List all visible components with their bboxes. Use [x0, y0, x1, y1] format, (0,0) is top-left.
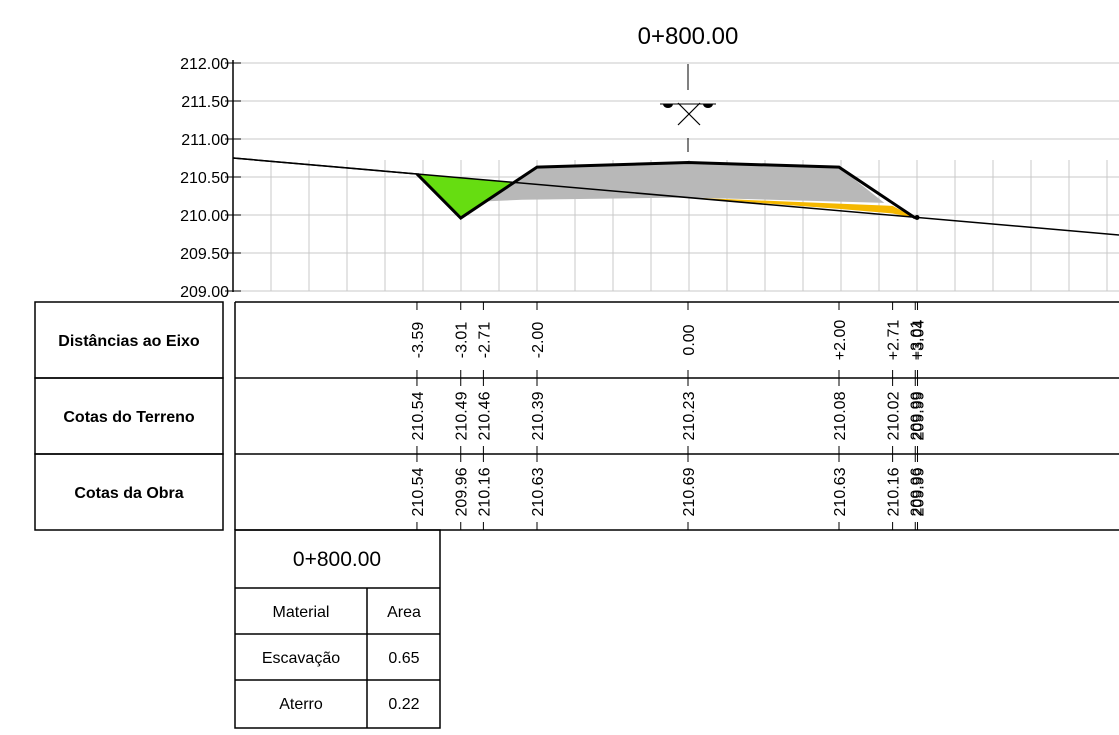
area-table-title: 0+800.00 — [293, 548, 381, 571]
band-value-terrain: 210.46 — [476, 391, 493, 440]
axis-label: 210.50 — [180, 170, 229, 187]
fill-area — [688, 197, 916, 219]
band-value-distance: +3.01 — [908, 320, 925, 361]
band-value-terrain: 210.39 — [530, 391, 547, 440]
area-table-material-fill: Aterro — [279, 696, 323, 713]
area-table-header-area: Area — [387, 604, 421, 621]
section-title: 0+800.00 — [638, 23, 739, 50]
band-value-terrain: 210.54 — [410, 391, 427, 440]
terrain-line-left — [232, 157, 418, 175]
band-value-works: 210.63 — [832, 467, 849, 516]
area-table-material-excavation: Escavação — [262, 650, 340, 667]
band-value-distance: +2.00 — [832, 320, 849, 361]
elevation-axis-labels: 212.00 211.50 211.00 210.50 210.00 209.50 209.… — [180, 56, 241, 301]
band-value-works: 210.63 — [530, 467, 547, 516]
design-profile-line — [415, 161, 917, 220]
axis-label: 212.00 — [180, 56, 229, 73]
band-value-terrain: 210.02 — [886, 391, 903, 440]
axis-label: 209.50 — [180, 246, 229, 263]
cut-body-area — [485, 162, 885, 203]
toe-point — [914, 215, 920, 220]
centerline-marker-icon — [660, 102, 716, 126]
band-value-works: 209.96 — [908, 467, 925, 516]
band-value-works: 209.96 — [454, 467, 471, 516]
band-label-distances: Distâncias ao Eixo — [58, 333, 200, 350]
axis-label: 209.00 — [180, 284, 229, 301]
axis-label: 210.00 — [180, 208, 229, 225]
band-value-distance: 0.00 — [681, 324, 698, 355]
band-label-box-works — [34, 453, 224, 531]
band-value-distance: -3.59 — [410, 322, 427, 359]
band-value-works: 210.16 — [476, 467, 493, 516]
band-value-works: 209.99 — [911, 467, 928, 516]
band-values: -3.59 210.54 210.54 -3.01 210.49 209.96 -2.71 2… — [410, 320, 928, 517]
band-value-distance: +2.71 — [886, 320, 903, 361]
axis-label: 211.50 — [181, 94, 229, 111]
band-value-works: 210.16 — [886, 467, 903, 516]
area-table-area-excavation: 0.65 — [388, 650, 419, 667]
band-value-terrain: 210.49 — [454, 391, 471, 440]
band-value-works: 210.54 — [410, 467, 427, 516]
band-value-terrain: 210.23 — [681, 391, 698, 440]
station-ticks — [416, 302, 919, 530]
band-value-terrain: 210.08 — [832, 391, 849, 440]
axis-label: 211.00 — [181, 132, 229, 149]
band-value-works: 210.69 — [681, 467, 698, 516]
area-table-area-fill: 0.22 — [388, 696, 419, 713]
area-table: 0+800.00 Material Area Escavação 0.65 At… — [234, 529, 441, 729]
band-value-distance: -2.00 — [530, 322, 547, 359]
excavation-ditch-area — [416, 173, 513, 219]
area-table-header-material: Material — [273, 604, 330, 621]
band-value-terrain: 209.99 — [911, 391, 928, 440]
band-value-distance: +3.04 — [911, 320, 928, 361]
band-value-distance: -2.71 — [476, 322, 493, 359]
band-label-works: Cotas da Obra — [74, 485, 183, 502]
band-label-terrain: Cotas do Terreno — [63, 409, 195, 426]
band-value-distance: -3.01 — [454, 322, 471, 359]
band-value-terrain: 209.99 — [908, 391, 925, 440]
